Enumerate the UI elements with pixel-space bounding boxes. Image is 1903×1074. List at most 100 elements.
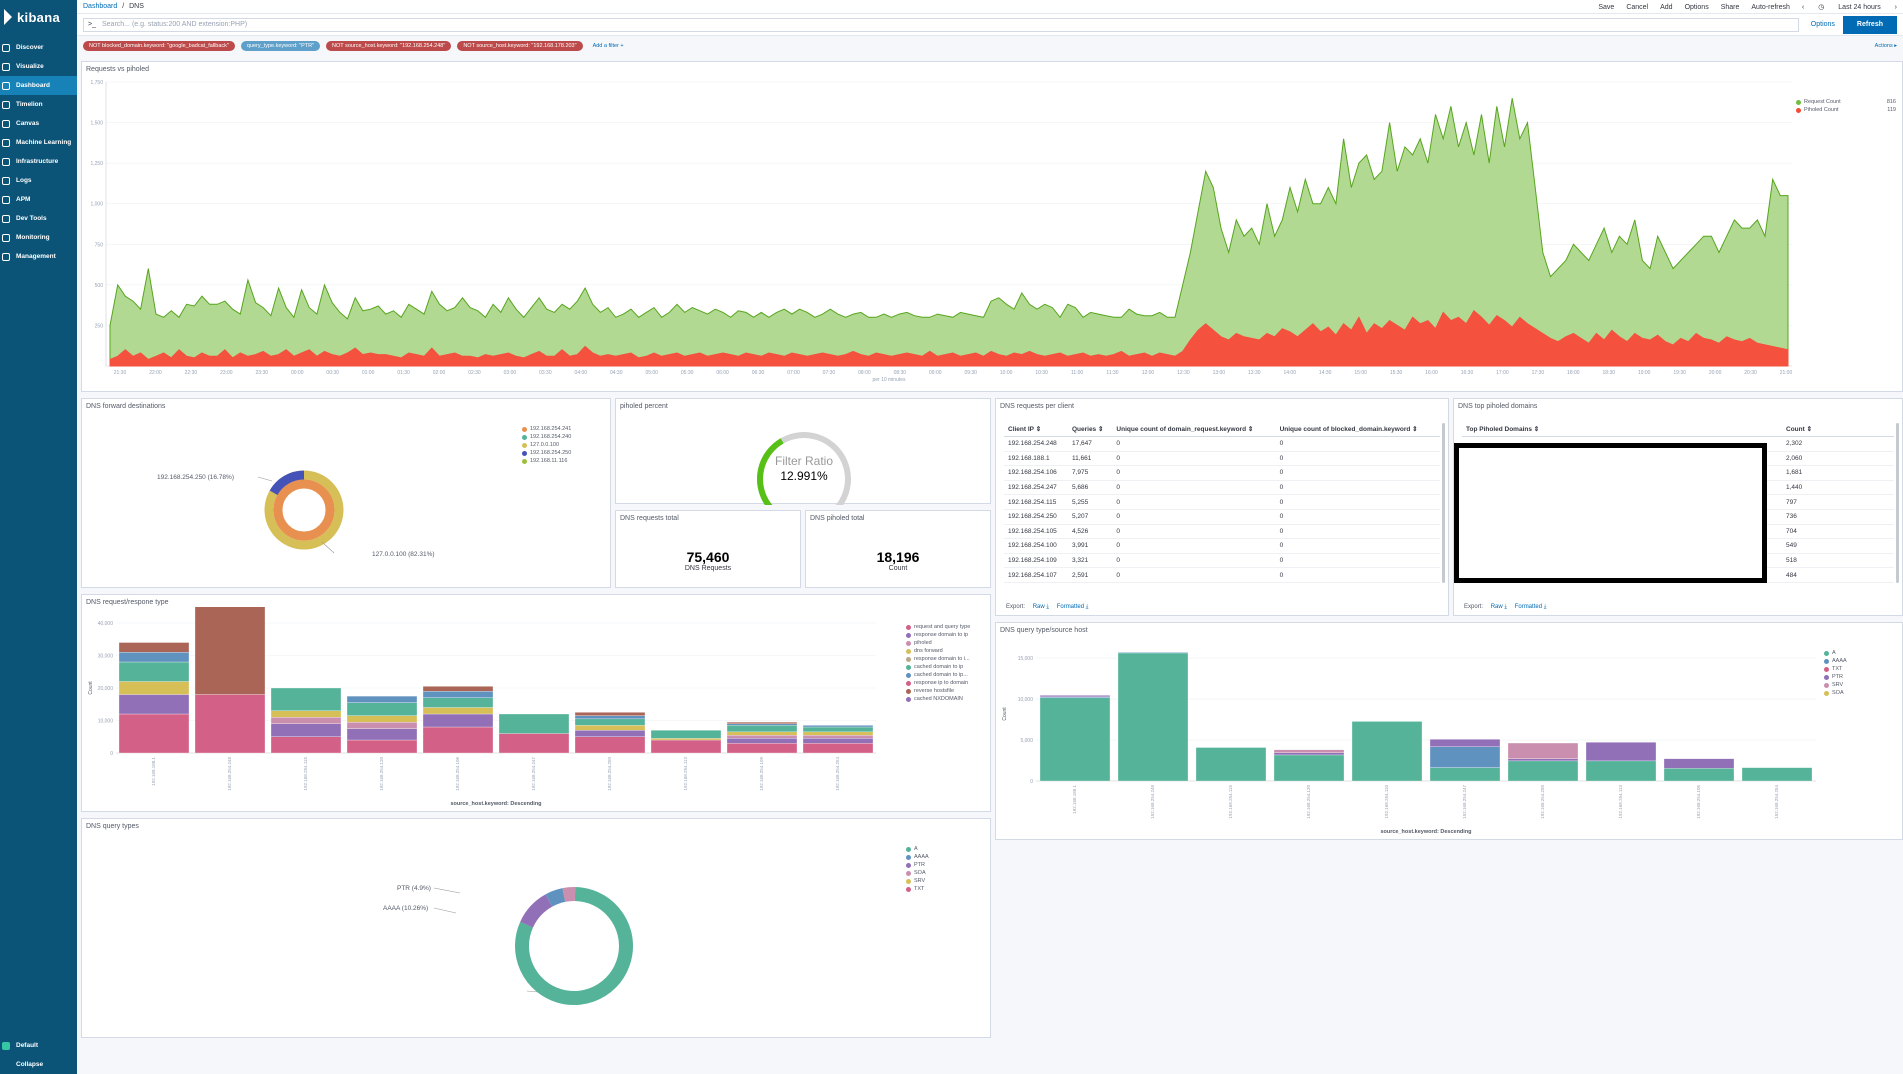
- scrollbar[interactable]: [1442, 423, 1445, 583]
- legend-item[interactable]: request and query type: [906, 623, 970, 631]
- donut-inner-ring[interactable]: [273, 479, 335, 541]
- bar-segment-piholed[interactable]: [726, 734, 798, 739]
- legend-item[interactable]: cached domain to ip...: [906, 671, 970, 679]
- bar-segment-aaaa[interactable]: [1429, 746, 1501, 768]
- bar-segment-request-and-query-type[interactable]: [574, 736, 646, 754]
- sidebar-item-timelion[interactable]: Timelion: [0, 95, 77, 114]
- bar-segment-ptr[interactable]: [1585, 742, 1657, 762]
- bar-segment-ptr[interactable]: [1507, 758, 1579, 762]
- bar-segment-cached-domain-to-ip[interactable]: [346, 695, 418, 703]
- sidebar-item-machine-learning[interactable]: Machine Learning: [0, 133, 77, 152]
- bar-segment-a[interactable]: [1507, 760, 1579, 782]
- filter-pill[interactable]: NOT source_host.keyword: "192.168.178.20…: [457, 41, 583, 51]
- legend-item[interactable]: 192.168.254.240: [522, 433, 571, 441]
- bar-segment-reverse-hostsfile[interactable]: [422, 686, 494, 692]
- bar-segment-a[interactable]: [1273, 754, 1345, 782]
- bar-segment-request-and-query-type[interactable]: [422, 726, 494, 754]
- legend-item[interactable]: PTR: [906, 861, 929, 869]
- bar-segment-response-domain-to-ip[interactable]: [270, 723, 342, 737]
- bar-segment-dns-forward[interactable]: [726, 731, 798, 736]
- bar-segment-piholed[interactable]: [346, 721, 418, 729]
- bar-segment-cached-domain-to-ip[interactable]: [650, 730, 722, 739]
- area-series-request-count[interactable]: [109, 98, 1789, 367]
- bar-segment-cached-domain-to-ip[interactable]: [574, 715, 646, 720]
- bar-segment-dns-forward[interactable]: [802, 731, 874, 736]
- legend-item[interactable]: dns forward: [906, 647, 970, 655]
- donut-slice-aaaa[interactable]: [520, 894, 553, 928]
- space-selector[interactable]: Default: [0, 1036, 77, 1055]
- legend-item[interactable]: response domain to i...: [906, 655, 970, 663]
- legend-item[interactable]: SOA: [906, 869, 929, 877]
- bar-segment-srv[interactable]: [1273, 749, 1345, 753]
- breadcrumb-dashboard[interactable]: Dashboard: [83, 3, 118, 10]
- topnav-add[interactable]: Add: [1660, 3, 1673, 11]
- legend-item[interactable]: A: [1824, 649, 1847, 657]
- donut-slice-soa[interactable]: [562, 887, 576, 902]
- sidebar-item-apm[interactable]: APM: [0, 190, 77, 209]
- legend-item[interactable]: Request Count 816: [1796, 98, 1896, 106]
- bar-segment-dns-forward[interactable]: [650, 738, 722, 741]
- legend-item[interactable]: reverse hostsfile: [906, 687, 970, 695]
- bar-segment-request-and-query-type[interactable]: [726, 743, 798, 754]
- time-picker[interactable]: ◷ Last 24 hours: [1818, 3, 1881, 11]
- legend-item[interactable]: 192.168.11.116: [522, 457, 571, 465]
- export-raw-link[interactable]: Raw ⤓: [1490, 604, 1508, 610]
- bar-segment-request-and-query-type[interactable]: [270, 736, 342, 754]
- topnav-options[interactable]: Options: [1684, 3, 1709, 11]
- legend-item[interactable]: AAAA: [906, 853, 929, 861]
- bar-segment-dns-forward[interactable]: [422, 707, 494, 715]
- legend-item[interactable]: cached domain to ip: [906, 663, 970, 671]
- bar-segment-cached-domain-to-ip[interactable]: [726, 723, 798, 726]
- column-header-1[interactable]: Count ⇕: [1782, 422, 1894, 437]
- bar-segment-dns-forward[interactable]: [270, 710, 342, 718]
- time-next-icon[interactable]: ›: [1894, 3, 1897, 11]
- bar-segment-a[interactable]: [1039, 697, 1111, 782]
- bar-segment-response-domain-to-ip[interactable]: [118, 694, 190, 715]
- legend-item[interactable]: piholed: [906, 639, 970, 647]
- bar-segment-reverse-hostsfile[interactable]: [726, 721, 798, 724]
- kibana-logo[interactable]: kibana: [0, 0, 77, 34]
- bar-segment-a[interactable]: [1429, 767, 1501, 782]
- export-raw-link[interactable]: Raw ⤓: [1032, 604, 1050, 610]
- column-header-0[interactable]: Client IP ⇕: [1004, 422, 1068, 437]
- bar-segment-reverse-hostsfile[interactable]: [574, 712, 646, 716]
- legend-item[interactable]: cached NXDOMAIN: [906, 695, 970, 703]
- bar-segment-dns-forward[interactable]: [346, 715, 418, 723]
- bar-segment-dns-forward[interactable]: [574, 725, 646, 731]
- sidebar-item-infrastructure[interactable]: Infrastructure: [0, 152, 77, 171]
- legend-item[interactable]: SRV: [906, 877, 929, 885]
- bar-segment-a[interactable]: [1351, 721, 1423, 782]
- bar-segment-a[interactable]: [1117, 652, 1189, 782]
- search-input[interactable]: >_ Search... (e.g. status:200 AND extens…: [83, 17, 1799, 32]
- scrollbar[interactable]: [1896, 423, 1899, 583]
- filter-pill[interactable]: NOT source_host.keyword: "192.168.254.24…: [326, 41, 452, 51]
- bar-segment-cached-domain-to-ip[interactable]: [422, 691, 494, 698]
- bar-segment-ptr[interactable]: [1429, 739, 1501, 747]
- add-filter-link[interactable]: Add a filter +: [592, 43, 624, 49]
- query-options-link[interactable]: Options: [1810, 21, 1835, 28]
- bar-segment-cached-domain-to-ip[interactable]: [498, 713, 570, 734]
- bar-segment-dns-forward[interactable]: [118, 681, 190, 695]
- legend-item[interactable]: 192.168.254.250: [522, 449, 571, 457]
- legend-item[interactable]: A: [906, 845, 929, 853]
- bar-segment-a[interactable]: [1663, 768, 1735, 782]
- bar-segment-srv[interactable]: [1507, 742, 1579, 759]
- bar-segment-cached-domain-to-ip[interactable]: [802, 725, 874, 728]
- bar-segment-cached-domain-to-ip[interactable]: [574, 718, 646, 726]
- filter-pill[interactable]: NOT blocked_domain.keyword: "google_badc…: [83, 41, 235, 51]
- legend-item[interactable]: 127.0.0.100: [522, 441, 571, 449]
- legend-item[interactable]: PTR: [1824, 673, 1847, 681]
- sidebar-item-management[interactable]: Management: [0, 247, 77, 266]
- sidebar-item-canvas[interactable]: Canvas: [0, 114, 77, 133]
- topnav-cancel[interactable]: Cancel: [1626, 3, 1649, 11]
- bar-segment-cached-domain-to-ip[interactable]: [802, 726, 874, 733]
- bar-segment-ptr[interactable]: [1663, 758, 1735, 769]
- topnav-auto-refresh[interactable]: Auto-refresh: [1751, 3, 1790, 11]
- legend-item[interactable]: Piholed Count 119: [1796, 106, 1896, 114]
- legend-item[interactable]: SRV: [1824, 681, 1847, 689]
- column-header-3[interactable]: Unique count of blocked_domain.keyword ⇕: [1275, 422, 1440, 437]
- export-formatted-link[interactable]: Formatted ⤓: [1056, 604, 1089, 610]
- bar-segment-reverse-hostsfile[interactable]: [118, 642, 190, 653]
- bar-segment-cached-domain-to-ip[interactable]: [726, 725, 798, 733]
- bar-segment-request-and-query-type[interactable]: [802, 743, 874, 754]
